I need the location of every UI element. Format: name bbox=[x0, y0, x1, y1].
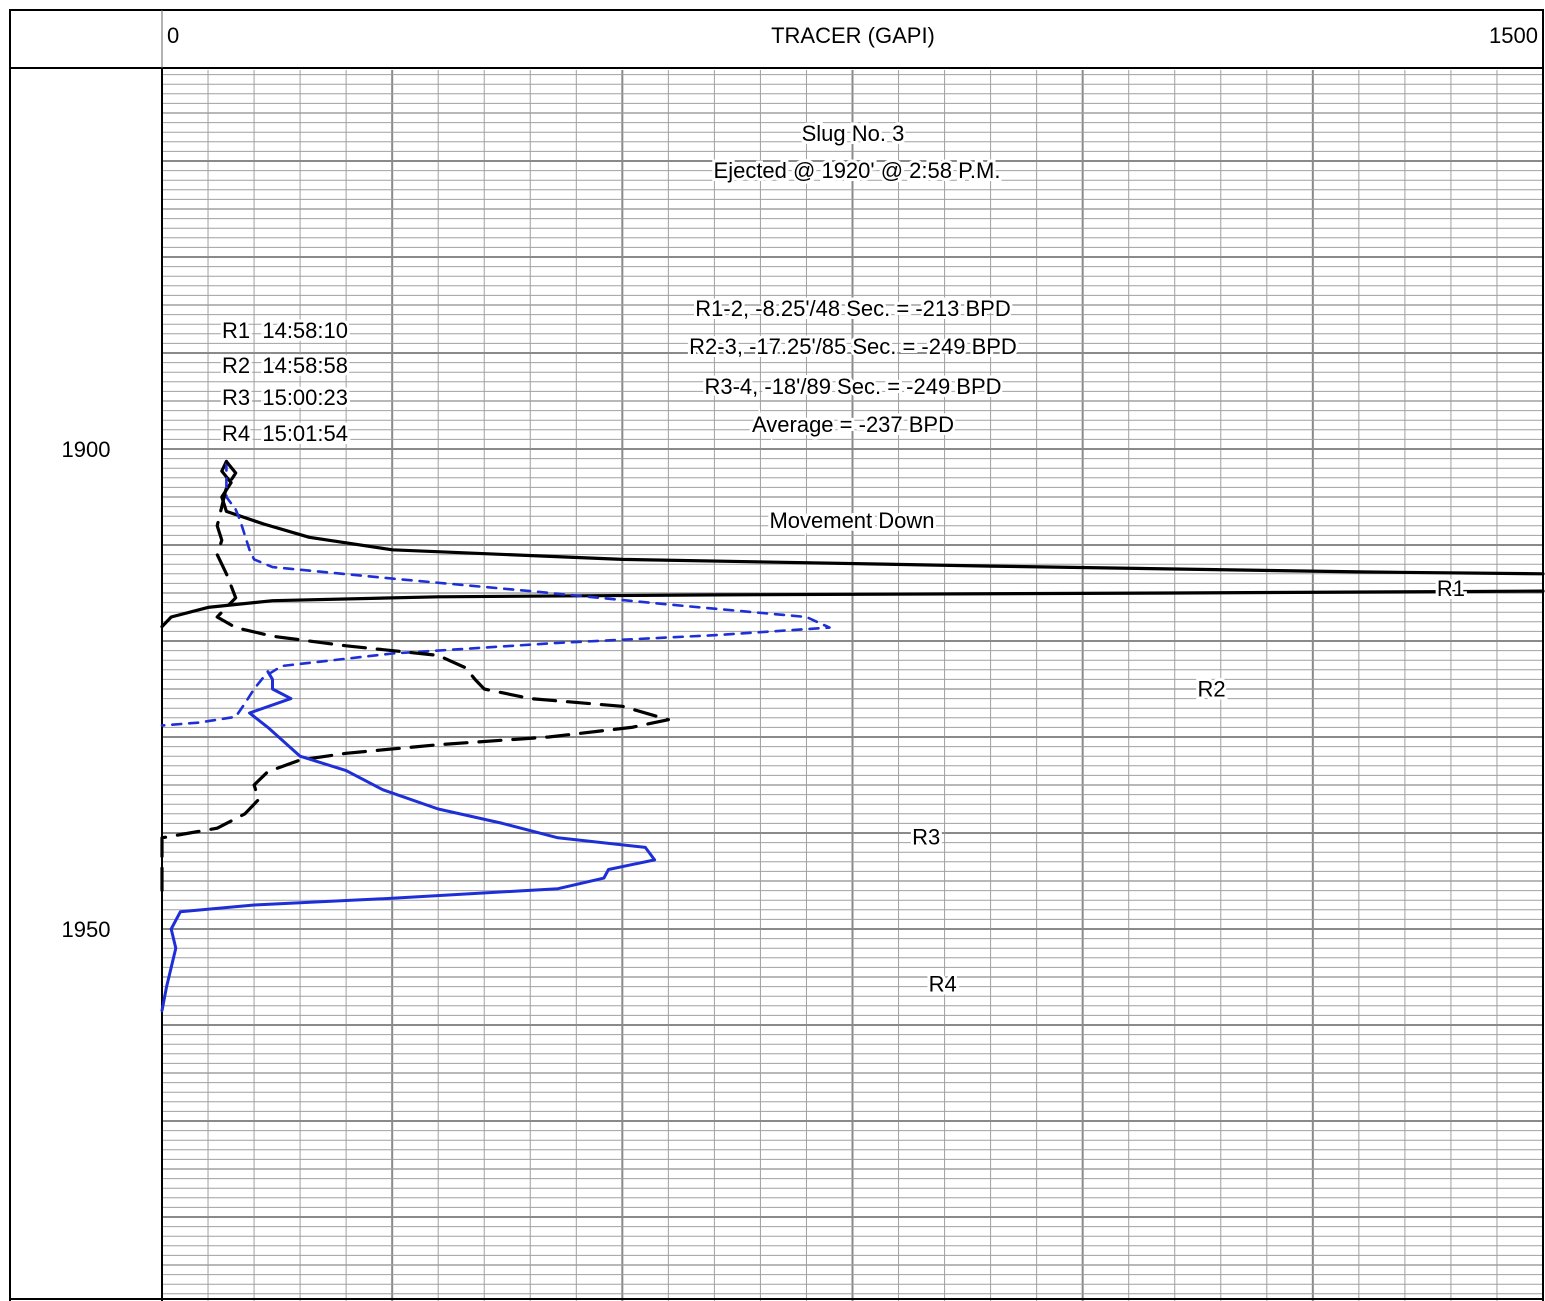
scale-max-label: 1500 bbox=[1489, 23, 1538, 48]
curve-r2 bbox=[160, 460, 831, 727]
run-time: R1 14:58:10 bbox=[222, 318, 348, 343]
ejection-note: Ejected @ 1920' @ 2:58 P.M. bbox=[714, 158, 1001, 183]
run-time: R4 15:01:54 bbox=[222, 421, 348, 446]
rate-line: R3-4, -18'/89 Sec. = -249 BPD bbox=[704, 374, 1001, 399]
curve-labels: R1 R2 R3 R4 bbox=[909, 573, 1468, 1000]
track-title: TRACER (GAPI) bbox=[771, 23, 935, 48]
depth-label: 1900 bbox=[62, 437, 111, 462]
movement-note: Movement Down bbox=[769, 508, 934, 533]
chart-frame bbox=[9, 9, 1544, 1301]
tracer-curves bbox=[160, 459, 1545, 1013]
header-box bbox=[9, 9, 1544, 69]
run-time: R2 14:58:58 bbox=[222, 353, 348, 378]
scale-min-label: 0 bbox=[167, 23, 179, 48]
curve-r1 bbox=[220, 459, 1545, 576]
curve-label-r4: R4 bbox=[929, 971, 957, 996]
depth-axis-labels: 1900 1950 bbox=[62, 437, 111, 942]
rate-line: R1-2, -8.25'/48 Sec. = -213 BPD bbox=[695, 296, 1010, 321]
rate-line: R2-3, -17.25'/85 Sec. = -249 BPD bbox=[689, 334, 1017, 359]
rate-line: Average = -237 BPD bbox=[752, 412, 954, 437]
curve-label-r3: R3 bbox=[912, 825, 940, 850]
depth-label: 1950 bbox=[62, 917, 111, 942]
slug-title: Slug No. 3 bbox=[802, 121, 905, 146]
curve-r4 bbox=[160, 670, 657, 1013]
annotation-block: Slug No. 3 Ejected @ 1920' @ 2:58 P.M. R1-… bbox=[219, 118, 1020, 536]
run-time: R3 15:00:23 bbox=[222, 385, 348, 410]
curve-r1-return bbox=[160, 589, 1545, 629]
curve-label-r2: R2 bbox=[1197, 677, 1225, 702]
curve-label-r1: R1 bbox=[1437, 576, 1465, 601]
chart-grid bbox=[161, 70, 1544, 1301]
